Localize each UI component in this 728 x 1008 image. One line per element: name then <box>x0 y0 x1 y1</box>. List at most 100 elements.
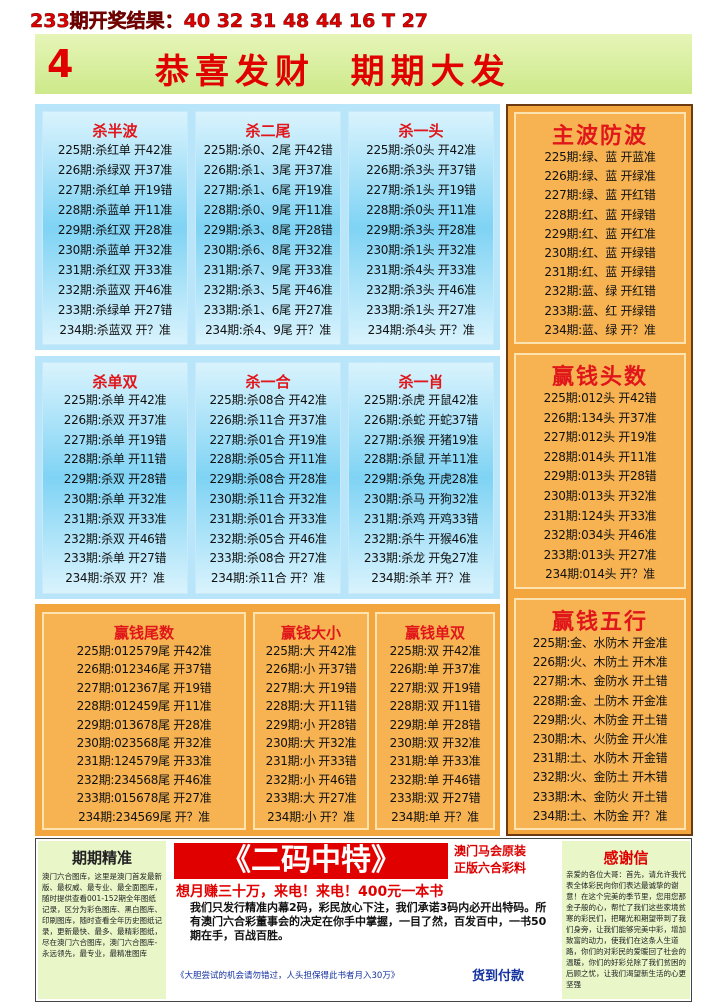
panel-row: 234期:杀11合 开？准 <box>210 571 326 586</box>
panel-row: 225期:双 开42准 <box>389 644 481 658</box>
panel: 赢钱头数 225期:012头 开42错 226期:134头 开37准 227期:012… <box>514 353 686 589</box>
panel-title: 杀半波 <box>92 122 138 140</box>
panel-title: 赢钱五行 <box>551 610 648 635</box>
panel-row: 230期:杀蓝单 开32准 <box>57 243 173 257</box>
panel-row: 229期:火、木防金 开土错 <box>532 712 668 727</box>
panel-row: 229期:小 开28错 <box>265 717 357 732</box>
panel-row: 230期:杀单 开32准 <box>63 492 167 506</box>
panel-title: 杀一合 <box>245 373 291 391</box>
panel-row: 233期:双 开27错 <box>389 791 481 806</box>
panel-row: 225期:杀单 开42准 <box>63 393 167 407</box>
panel-row: 230期:红、蓝 开绿错 <box>544 246 656 260</box>
panel-row: 230期:杀11合 开32准 <box>209 492 327 506</box>
panel-row: 232期:单 开46错 <box>389 772 481 787</box>
panel-row: 233期:木、金防火 开土错 <box>532 789 668 804</box>
panel-title: 赢钱单双 <box>404 624 465 642</box>
panel-row: 229期:杀3头 开28准 <box>366 223 476 237</box>
panel-row: 231期:杀01合 开33准 <box>209 511 327 526</box>
panel-row: 232期:小 开46错 <box>265 772 357 787</box>
panel-row: 226期:火、木防土 开木准 <box>532 655 668 670</box>
panel-row: 225期:杀0、2尾 开42错 <box>203 143 333 157</box>
panel-row: 226期:小 开37错 <box>265 662 357 677</box>
panel-row: 231期:小 开33错 <box>265 754 357 769</box>
result: 233期开奖结果：40 32 31 48 44 16 T 27 <box>30 10 429 33</box>
panel-row: 226期:012346尾 开37错 <box>76 662 212 677</box>
panel-row: 234期:杀4头 开？准 <box>367 323 475 337</box>
footer-right-title: 感谢信 <box>603 849 649 867</box>
panel-row: 225期:杀0头 开42准 <box>366 143 476 157</box>
panel-row: 227期:杀1头 开19错 <box>366 183 476 197</box>
panel-row: 234期:234569尾 开？准 <box>78 809 210 824</box>
panel-row: 225期:012头 开42错 <box>543 391 657 405</box>
panel-row: 229期:013678尾 开28准 <box>76 717 212 732</box>
panel-row: 227期:012头 开19准 <box>543 430 657 445</box>
panel-title: 杀二尾 <box>245 122 291 140</box>
panel-row: 230期:杀1头 开32准 <box>366 243 476 257</box>
panel-row: 232期:杀双 开46错 <box>63 531 167 546</box>
panel-row: 234期:单 开？准 <box>391 809 479 824</box>
panel: 赢钱大小 225期:大 开42准 226期:小 开37错 227期:大 开19错 228… <box>253 612 369 830</box>
footer-left-title: 期期精准 <box>71 849 132 867</box>
panel-title: 赢钱头数 <box>551 365 648 390</box>
panel-row: 233期:大 开27准 <box>265 791 357 806</box>
panel-row: 233期:蓝、红 开绿错 <box>544 303 656 318</box>
panel-row: 230期:杀马 开狗32准 <box>363 492 479 506</box>
panel-row: 233期:杀1、6尾 开27准 <box>203 303 333 317</box>
panel-row: 227期:绿、蓝 开红错 <box>544 188 656 203</box>
panel-row: 228期:双 开11错 <box>389 699 481 714</box>
panel-row: 234期:014头 开？准 <box>545 567 655 582</box>
panel-row: 225期:大 开42准 <box>265 644 357 658</box>
panel-row: 228期:杀蓝单 开11准 <box>57 203 173 217</box>
panel-row: 231期:杀鸡 开鸡33错 <box>363 511 479 526</box>
panel: 赢钱单双 225期:双 开42准 226期:单 开37准 227期:双 开19错 228… <box>375 612 495 830</box>
panel-row: 225期:杀虎 开鼠42准 <box>363 393 479 407</box>
panel-row: 233期:杀单 开27错 <box>63 551 167 566</box>
panel: 杀单双 225期:杀单 开42准 226期:杀双 开37准 227期:杀单 开19错 2… <box>42 362 188 594</box>
issue: 4 <box>47 42 74 86</box>
panel-row: 227期:012367尾 开19错 <box>76 680 212 695</box>
panel-row: 225期:绿、蓝 开蓝准 <box>544 150 656 164</box>
panel-row: 230期:木、火防金 开火准 <box>532 732 668 746</box>
panel-row: 228期:金、土防木 开金准 <box>532 693 668 708</box>
panel-row: 227期:杀猴 开猪19准 <box>363 432 479 447</box>
panel-row: 231期:124579尾 开33准 <box>76 754 212 769</box>
panel: 杀半波 225期:杀红单 开42准 226期:杀绿双 开37准 227期:杀红单 开1… <box>42 111 188 345</box>
book-tag: 澳门马会原装 <box>454 844 527 858</box>
panel-row: 233期:杀1头 开27准 <box>366 303 476 317</box>
panel-row: 226期:134头 开37准 <box>543 410 657 425</box>
header-bar: 4 恭喜发财 期期大发 <box>35 34 692 94</box>
panel-row: 228期:杀鼠 开羊11准 <box>363 452 479 467</box>
panel-row: 232期:火、金防土 开木错 <box>532 770 668 785</box>
panel-row: 227期:木、金防水 开土错 <box>532 674 668 689</box>
panel-row: 232期:034头 开46准 <box>543 528 657 543</box>
panel: 杀一头 225期:杀0头 开42准 226期:杀3头 开37错 227期:杀1头 开1… <box>348 111 494 345</box>
panel-row: 230期:大 开32准 <box>265 736 357 750</box>
panel-row: 228期:012459尾 开11准 <box>76 699 212 714</box>
panel-row: 226期:杀1、3尾 开37准 <box>203 163 333 177</box>
panel-row: 228期:杀05合 开11准 <box>209 452 327 467</box>
panel: 赢钱五行 225期:金、水防木 开金准 226期:火、木防土 开木准 227期:木、金… <box>514 598 686 830</box>
book-text: 我们只发行精准内幕2码，彩民放心下注，我们承诺3码内必开出特码。所有澳门六合彩董… <box>190 901 547 942</box>
panel-row: 233期:杀龙 开兔27准 <box>363 551 479 566</box>
panel-row: 227期:双 开19错 <box>389 680 481 695</box>
panel-row: 232期:杀3、5尾 开46准 <box>203 283 333 297</box>
panel-row: 229期:杀双 开28错 <box>63 472 167 487</box>
panel-row: 226期:绿、蓝 开绿准 <box>544 169 656 184</box>
footer-right: 感谢信 亲爱的各位大哥：首先，请允许我代表全体彩民向你们表达最诚挚的谢意！在这个… <box>562 841 690 999</box>
panel: 赢钱尾数 225期:012579尾 开42准 226期:012346尾 开37错 22… <box>42 612 246 830</box>
panel-row: 225期:金、水防木 开金准 <box>532 636 668 650</box>
panel-row: 230期:双 开32准 <box>389 736 481 750</box>
panel-row: 226期:杀11合 开37准 <box>209 412 327 427</box>
panel-row: 234期:土、木防金 开？准 <box>532 808 668 823</box>
panel-row: 231期:杀红双 开33准 <box>57 263 173 277</box>
panel-title: 杀一头 <box>398 122 444 140</box>
panel-row: 225期:012579尾 开42准 <box>76 644 212 658</box>
panel-row: 229期:杀兔 开虎28准 <box>363 472 479 487</box>
panel-row: 231期:杀双 开33准 <box>63 511 167 526</box>
panel-row: 229期:红、蓝 开红准 <box>544 226 656 241</box>
panel-row: 234期:杀羊 开？准 <box>371 571 471 586</box>
panel-row: 232期:杀蓝双 开46准 <box>57 283 173 297</box>
panel-row: 229期:杀3、8尾 开28错 <box>203 223 333 237</box>
book-title: 《二码中特》 <box>174 843 448 879</box>
panel-title: 赢钱尾数 <box>113 624 174 642</box>
